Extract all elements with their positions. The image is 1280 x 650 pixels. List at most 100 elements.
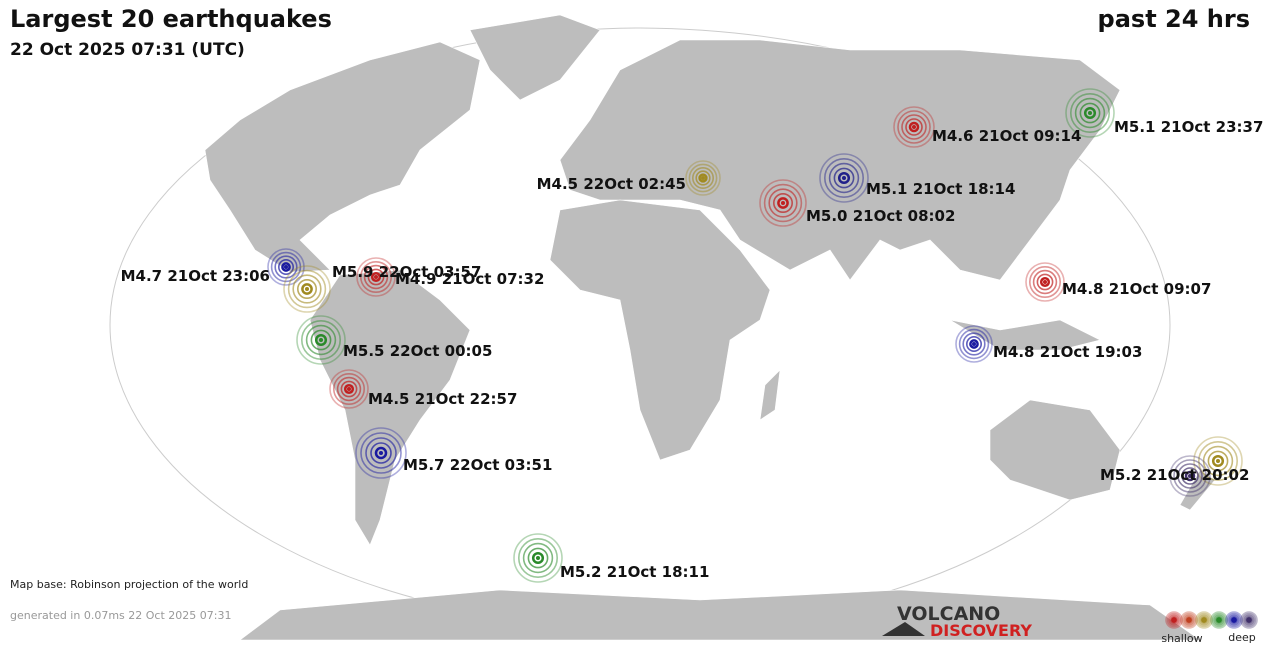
ring xyxy=(283,265,331,313)
quake xyxy=(329,369,369,409)
ring xyxy=(513,533,563,583)
ring xyxy=(1211,454,1225,468)
ring xyxy=(1083,106,1097,120)
quake-label: M4.8 21Oct 09:07 xyxy=(1062,280,1211,298)
ring xyxy=(1079,102,1101,124)
ring xyxy=(1200,615,1209,624)
ring xyxy=(531,551,545,565)
ring xyxy=(332,372,365,405)
center xyxy=(1232,618,1236,622)
quake xyxy=(1169,455,1211,497)
center xyxy=(319,338,323,342)
ring xyxy=(955,325,993,363)
quake-label: M4.5 22Oct 02:45 xyxy=(537,175,686,193)
center xyxy=(1188,474,1192,478)
ring xyxy=(355,427,407,479)
ring xyxy=(359,260,392,293)
ring xyxy=(965,335,982,352)
quake-label: M4.9 21Oct 07:32 xyxy=(395,270,544,288)
center xyxy=(1043,280,1047,284)
quake-label: M5.0 21Oct 08:02 xyxy=(806,207,955,225)
center xyxy=(1172,618,1176,622)
center xyxy=(701,176,705,180)
ring xyxy=(1166,612,1182,628)
period: past 24 hrs xyxy=(1098,5,1250,33)
ring xyxy=(1074,97,1106,129)
ring xyxy=(905,118,923,136)
ring xyxy=(1065,88,1115,138)
ring xyxy=(901,114,927,140)
quake-label: M5.1 21Oct 18:14 xyxy=(866,180,1015,198)
ring xyxy=(695,170,711,186)
ring xyxy=(1185,615,1194,624)
ring xyxy=(343,383,355,395)
quake xyxy=(1025,262,1065,302)
ring xyxy=(819,153,869,203)
ring xyxy=(759,179,807,227)
ring xyxy=(763,183,803,223)
ring xyxy=(310,329,332,351)
center xyxy=(842,176,846,180)
legend-swatch xyxy=(1195,611,1213,629)
ring xyxy=(267,248,305,286)
center xyxy=(347,387,351,391)
ring xyxy=(685,160,721,196)
ring xyxy=(370,271,382,283)
ring xyxy=(1243,614,1255,626)
ring xyxy=(893,106,935,148)
ring xyxy=(1039,276,1051,288)
legend-swatch xyxy=(1210,611,1228,629)
ring xyxy=(1029,265,1062,298)
quake xyxy=(685,160,721,196)
ring xyxy=(969,339,979,349)
ring xyxy=(292,274,322,304)
ring xyxy=(1165,611,1183,629)
logo-icon xyxy=(882,622,925,636)
legend-swatch xyxy=(1225,611,1243,629)
quake xyxy=(355,427,407,479)
center xyxy=(305,287,309,291)
ring xyxy=(691,167,714,190)
ring xyxy=(1168,614,1180,626)
ring xyxy=(1198,614,1210,626)
ring xyxy=(1226,612,1242,628)
map-base-note: Map base: Robinson projection of the wor… xyxy=(10,578,248,591)
ring xyxy=(1225,611,1243,629)
ring xyxy=(1036,273,1054,291)
center xyxy=(781,201,785,205)
center xyxy=(1202,618,1206,622)
ring xyxy=(833,167,855,189)
subtitle: 22 Oct 2025 07:31 (UTC) xyxy=(10,40,245,60)
legend-deep: deep xyxy=(1228,631,1256,644)
ring xyxy=(1210,611,1228,629)
center xyxy=(379,451,383,455)
quake-label: M5.7 22Oct 03:51 xyxy=(403,456,552,474)
ring xyxy=(1025,262,1065,302)
quake-label: M4.8 21Oct 19:03 xyxy=(993,343,1142,361)
ring xyxy=(270,251,302,283)
center xyxy=(1217,618,1221,622)
ring xyxy=(336,376,362,402)
quake xyxy=(759,179,807,227)
center xyxy=(1187,618,1191,622)
ring xyxy=(365,437,397,469)
legend-swatch xyxy=(1240,611,1258,629)
center xyxy=(972,342,976,346)
ring xyxy=(828,162,860,194)
logo-top: VOLCANO xyxy=(897,603,1000,625)
logo-bottom: DISCOVERY xyxy=(930,621,1032,640)
legend-shallow: shallow xyxy=(1161,632,1202,645)
quake-label: M4.5 21Oct 22:57 xyxy=(368,390,517,408)
center xyxy=(1088,111,1092,115)
ring xyxy=(1207,450,1229,472)
ring xyxy=(517,537,558,578)
ring xyxy=(314,333,328,347)
quake-label: M4.6 21Oct 09:14 xyxy=(932,127,1081,145)
ring xyxy=(1032,269,1058,295)
ring xyxy=(340,380,358,398)
title: Largest 20 earthquakes xyxy=(10,5,332,33)
ring xyxy=(1241,612,1257,628)
ring xyxy=(1181,467,1199,485)
generated-note: generated in 0.07ms 22 Oct 2025 07:31 xyxy=(10,609,231,622)
